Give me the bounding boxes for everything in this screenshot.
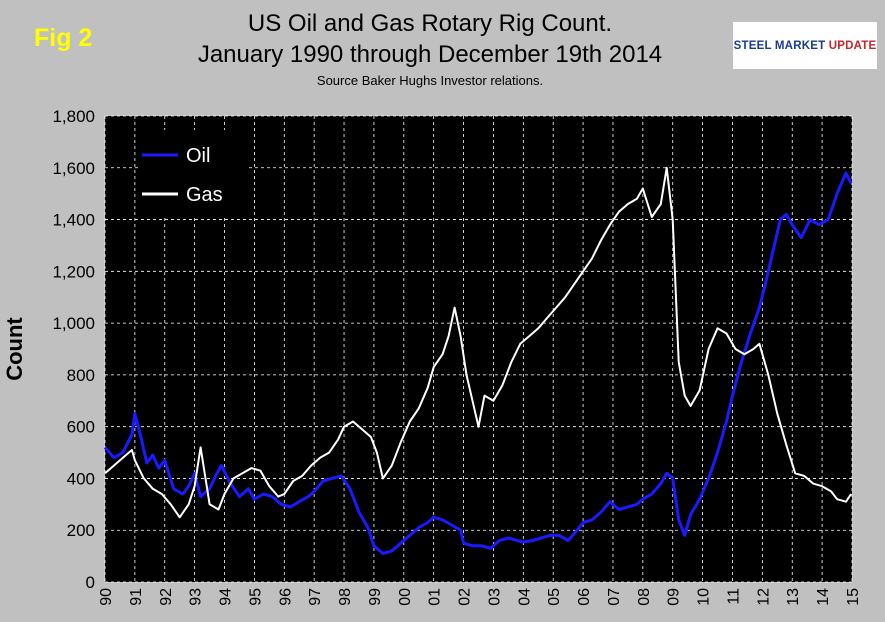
x-tick-label: 00 [397, 588, 414, 606]
x-tick-label: 08 [636, 588, 653, 606]
x-tick-label: 96 [277, 588, 294, 606]
figure-label: Fig 2 [34, 24, 93, 52]
series-line-oil [103, 171, 853, 555]
x-tick-label: 93 [188, 588, 205, 606]
x-tick-label: 11 [725, 588, 742, 605]
x-tick-label: 10 [696, 588, 713, 606]
chart-title-block: US Oil and Gas Rotary Rig Count. January… [150, 8, 710, 88]
x-tick-label: 94 [218, 588, 235, 606]
x-tick-label: 92 [158, 588, 175, 606]
y-tick-label: 600 [67, 418, 95, 437]
y-tick-label: 1,400 [52, 211, 95, 230]
y-tick-label: 800 [67, 366, 95, 385]
x-tick-label: 98 [337, 588, 354, 606]
legend-label-oil: Oil [186, 145, 210, 167]
x-tick-label: 03 [486, 588, 503, 606]
steel-market-update-logo: STEEL MARKET UPDATE [733, 22, 877, 69]
x-tick-label: 14 [815, 588, 832, 606]
x-tick-label: 99 [367, 588, 384, 606]
chart-subtitle: Source Baker Hughs Investor relations. [316, 73, 544, 88]
logo-text-part2: UPDATE [828, 39, 877, 52]
y-tick-label: 400 [67, 469, 95, 488]
y-axis-label: Count [2, 317, 27, 381]
y-tick-label: 1,800 [52, 107, 95, 126]
y-tick-label: 1,600 [52, 159, 95, 178]
logo-text-part1: STEEL MARKET [733, 39, 826, 52]
x-tick-label: 09 [666, 588, 683, 606]
chart-title-line1: US Oil and Gas Rotary Rig Count. [247, 10, 613, 37]
x-tick-label: 97 [307, 588, 324, 606]
y-axis-ticks: 0 200 400 600 800 1,000 1,200 1,400 1,600 1,800 [52, 107, 95, 592]
y-tick-label: 0 [86, 573, 95, 592]
x-tick-label: 15 [845, 588, 862, 606]
x-tick-label: 13 [785, 588, 802, 606]
y-tick-label: 200 [67, 521, 95, 540]
x-tick-label: 06 [576, 588, 593, 606]
series-line-gas [104, 166, 852, 519]
y-tick-label: 1,000 [52, 314, 95, 333]
x-tick-label: 01 [427, 588, 444, 606]
x-tick-label: 02 [457, 588, 474, 606]
x-tick-label: 04 [516, 588, 533, 606]
x-tick-label: 07 [606, 588, 623, 606]
x-tick-label: 12 [755, 588, 772, 606]
x-axis-ticks: 90 91 92 93 94 95 96 97 98 99 00 01 02 03 04 05 06 07 08 09… [98, 588, 862, 606]
series-layer [103, 166, 853, 555]
y-tick-label: 1,200 [52, 262, 95, 281]
legend: Oil Gas [138, 130, 248, 216]
x-tick-label: 95 [247, 588, 264, 606]
legend-box [138, 130, 248, 216]
chart-title-line2: January 1990 through December 19th 2014 [197, 41, 663, 68]
x-tick-label: 05 [546, 588, 563, 606]
x-tick-label: 90 [98, 588, 115, 606]
legend-label-gas: Gas [186, 184, 223, 206]
x-tick-label: 91 [128, 588, 145, 606]
